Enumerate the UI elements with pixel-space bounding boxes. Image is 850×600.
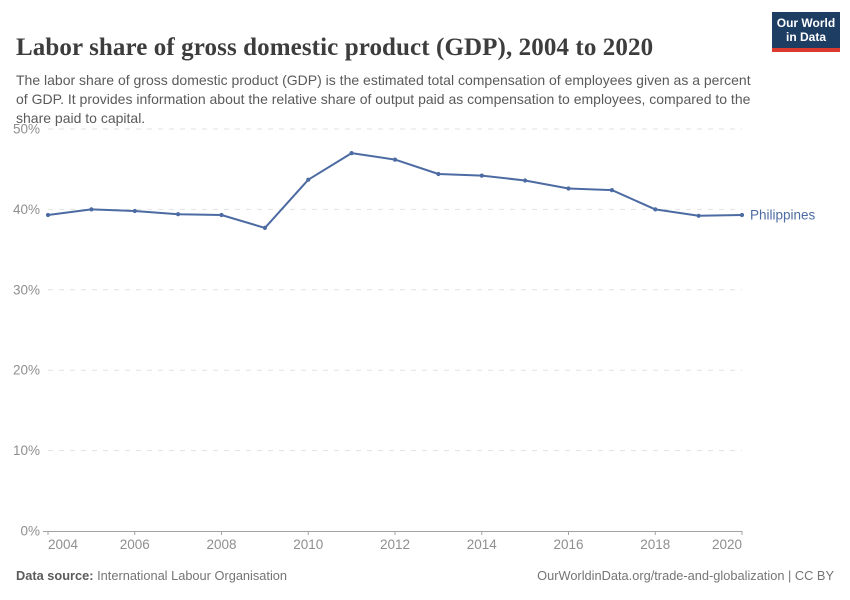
data-line-philippines[interactable] bbox=[47, 152, 743, 229]
x-tick-label: 2016 bbox=[553, 537, 583, 552]
attribution-note: OurWorldinData.org/trade-and-globalizati… bbox=[537, 568, 834, 583]
license-link[interactable]: CC BY bbox=[794, 568, 834, 583]
owid-logo[interactable]: Our World in Data bbox=[772, 12, 840, 52]
data-point-2015[interactable] bbox=[523, 178, 528, 183]
data-point-2004[interactable] bbox=[45, 212, 51, 218]
x-tick-label: 2012 bbox=[380, 537, 410, 552]
y-tick-label: 30% bbox=[13, 282, 40, 297]
data-point-2012[interactable] bbox=[392, 157, 398, 162]
x-tick-label: 2006 bbox=[120, 537, 150, 552]
owid-logo-box: Our World in Data bbox=[772, 12, 840, 48]
y-tick-label: 0% bbox=[20, 524, 40, 539]
chart-subtitle: The labor share of gross domestic produc… bbox=[16, 72, 751, 126]
data-point-2020[interactable] bbox=[739, 212, 745, 218]
data-point-2006[interactable] bbox=[132, 208, 137, 214]
attribution-separator: | bbox=[784, 568, 795, 583]
y-tick-label: 10% bbox=[13, 443, 40, 458]
y-tick-label: 40% bbox=[13, 202, 40, 217]
data-point-2013[interactable] bbox=[436, 171, 441, 177]
data-point-2005[interactable] bbox=[89, 207, 94, 212]
data-point-2014[interactable] bbox=[479, 173, 484, 178]
owid-logo-accent-strip bbox=[772, 48, 840, 52]
y-tick-label: 50% bbox=[13, 122, 40, 137]
data-point-2019[interactable] bbox=[696, 213, 701, 218]
x-tick-label: 2018 bbox=[640, 537, 670, 552]
data-point-2011[interactable] bbox=[349, 151, 354, 156]
series-label-philippines[interactable]: Philippines bbox=[750, 208, 816, 223]
x-tick-label: 2004 bbox=[48, 537, 79, 552]
data-source-label: Data source: bbox=[16, 568, 94, 583]
data-point-2017[interactable] bbox=[609, 188, 615, 193]
owid-logo-line2: in Data bbox=[785, 30, 826, 44]
data-point-2016[interactable] bbox=[566, 186, 571, 191]
data-point-2008[interactable] bbox=[219, 212, 224, 218]
x-tick-label: 2014 bbox=[467, 537, 498, 552]
data-point-2018[interactable] bbox=[653, 207, 658, 212]
x-tick-label: 2008 bbox=[206, 537, 236, 552]
data-point-2010[interactable] bbox=[306, 177, 311, 182]
chart-footer: Data source: International Labour Organi… bbox=[0, 568, 850, 583]
owid-logo-line1: Our World bbox=[776, 16, 836, 30]
x-tick-label: 2020 bbox=[712, 537, 742, 552]
data-point-2009[interactable] bbox=[262, 225, 267, 230]
owid-url-link[interactable]: OurWorldinData.org/trade-and-globalizati… bbox=[537, 568, 785, 583]
data-source-value[interactable]: International Labour Organisation bbox=[97, 568, 288, 583]
x-tick-label: 2010 bbox=[293, 537, 323, 552]
data-point-2007[interactable] bbox=[176, 212, 181, 217]
data-source-note: Data source: International Labour Organi… bbox=[16, 568, 287, 583]
chart-title: Labor share of gross domestic product (G… bbox=[16, 33, 654, 61]
y-tick-label: 20% bbox=[13, 363, 40, 378]
